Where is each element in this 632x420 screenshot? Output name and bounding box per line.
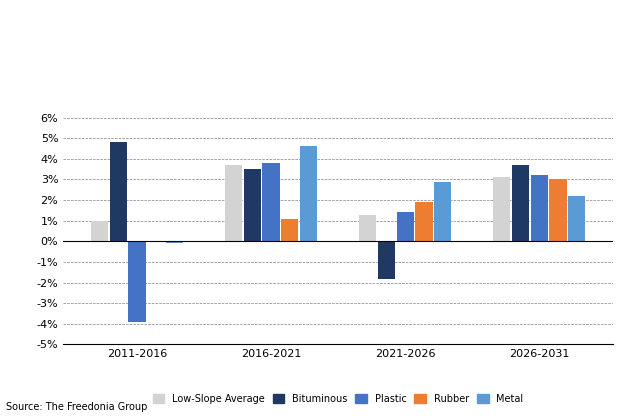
- Bar: [128, 241, 145, 322]
- Text: Source: The Freedonia Group: Source: The Freedonia Group: [6, 402, 148, 412]
- Bar: [378, 241, 395, 279]
- Text: Figure 3-4.: Figure 3-4.: [6, 9, 75, 19]
- Bar: [244, 169, 261, 242]
- Bar: [549, 179, 567, 242]
- Bar: [396, 213, 414, 242]
- Bar: [568, 196, 585, 242]
- Bar: [281, 219, 298, 242]
- Text: Freedonia: Freedonia: [525, 77, 587, 87]
- Bar: [166, 241, 183, 243]
- Bar: [434, 181, 451, 241]
- Text: 2011 – 2031: 2011 – 2031: [6, 57, 82, 67]
- Bar: [91, 220, 108, 241]
- Text: Low-Slope Roofing Pricing Change by Product,: Low-Slope Roofing Pricing Change by Prod…: [6, 33, 296, 43]
- Bar: [109, 142, 127, 242]
- Bar: [225, 165, 242, 241]
- Bar: [512, 165, 529, 241]
- Bar: [300, 147, 317, 241]
- Bar: [531, 175, 548, 241]
- Bar: [493, 177, 511, 241]
- Bar: [359, 215, 376, 241]
- Text: (% CAGR for dollar per square product consumed): (% CAGR for dollar per square product co…: [6, 81, 301, 91]
- Bar: [262, 163, 280, 242]
- Legend: Low-Slope Average, Bituminous, Plastic, Rubber, Metal: Low-Slope Average, Bituminous, Plastic, …: [149, 390, 527, 408]
- Bar: [415, 202, 432, 241]
